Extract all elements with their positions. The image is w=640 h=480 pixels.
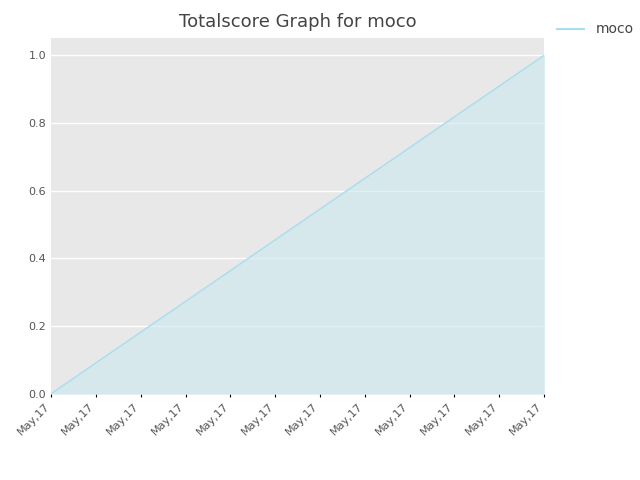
Line: moco: moco [51,55,544,394]
moco [515,70,523,75]
moco [500,80,508,85]
moco [540,52,548,58]
moco [301,216,309,222]
moco [162,312,170,318]
moco [341,189,349,195]
moco [47,391,55,396]
Title: Totalscore Graph for moco: Totalscore Graph for moco [179,13,417,31]
moco [142,326,150,332]
Legend: moco: moco [551,17,639,42]
